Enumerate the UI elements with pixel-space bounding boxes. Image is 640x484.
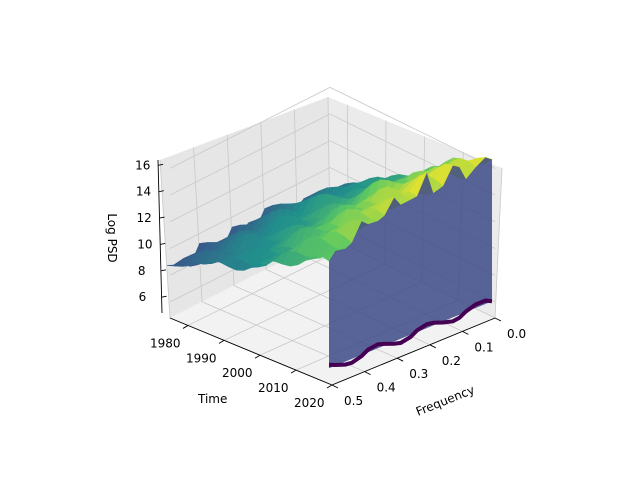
x-tick-label: 0.4	[377, 381, 396, 395]
z-axis-label: Log PSD	[105, 213, 119, 262]
x-tick	[429, 344, 437, 349]
y-tick-label: 1990	[186, 351, 217, 365]
z-tick-label: 6	[139, 290, 147, 304]
x-axis-label: Frequency	[414, 383, 477, 419]
surface-plot	[166, 157, 493, 369]
y-tick-label: 2000	[222, 366, 253, 380]
x-tick	[364, 371, 371, 376]
y-tick	[254, 354, 261, 359]
z-tick	[158, 190, 164, 193]
x-tick	[331, 384, 339, 389]
surface-front-skirt	[329, 157, 492, 369]
z-tick-label: 12	[137, 211, 152, 225]
y-tick	[326, 384, 333, 389]
tick-labels: 0.0 0.1 0.2 0.3 0.4 0.5 1980 1990 2000 2010 2020 6 8…	[135, 158, 526, 410]
x-tick	[396, 357, 404, 362]
x-tick-label: 0.2	[442, 354, 461, 368]
x-tick-label: 0.1	[474, 340, 493, 354]
x-tick	[494, 317, 502, 322]
x-tick-label: 0.5	[344, 394, 363, 408]
axes-lines	[157, 159, 496, 386]
y-tick-label: 1980	[150, 336, 181, 350]
z-tick-label: 16	[135, 158, 150, 172]
z-tick-label: 14	[136, 185, 151, 199]
z-axis-line	[157, 159, 163, 314]
z-tick	[160, 242, 166, 245]
x-tick-label: 0.0	[507, 327, 526, 341]
y-tick	[290, 369, 297, 374]
x-gridline	[193, 147, 365, 372]
z-tick	[161, 295, 167, 298]
z-tick	[160, 269, 166, 272]
tick-marks	[158, 163, 502, 389]
y-tick-label: 2010	[258, 381, 289, 395]
z-tick-label: 8	[138, 264, 146, 278]
y-axis-label: Time	[197, 392, 227, 406]
z-tick	[159, 216, 165, 219]
x-tick-label: 0.3	[409, 367, 428, 381]
z-tick-label: 10	[137, 237, 152, 251]
time-axis-line	[169, 317, 333, 386]
surface-bottom-rim	[328, 298, 493, 368]
x-tick	[462, 330, 469, 335]
y-tick	[218, 339, 225, 344]
z-tick	[158, 163, 164, 166]
y-tick-label: 2020	[294, 396, 325, 410]
z-gridline	[169, 86, 496, 169]
y-tick	[182, 325, 189, 329]
frequency-axis-line	[331, 317, 496, 386]
